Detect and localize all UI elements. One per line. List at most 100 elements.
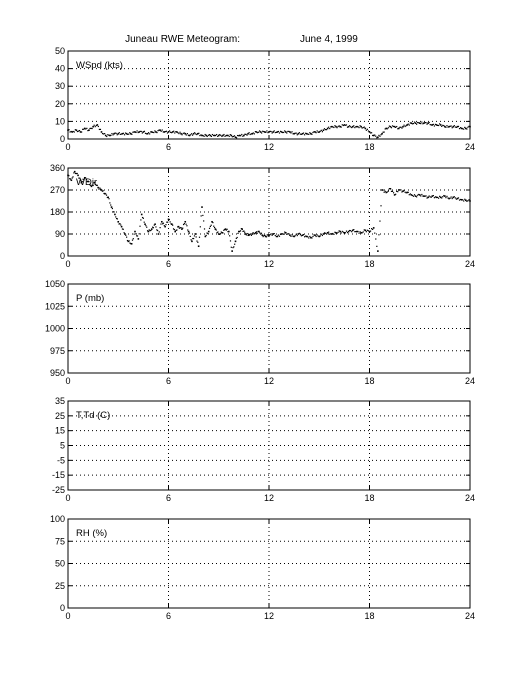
data-point [414,122,417,124]
data-point [311,237,313,239]
data-point [291,131,293,133]
data-point [233,246,235,248]
data-point [221,231,223,234]
data-point [380,134,382,136]
data-point [193,235,196,237]
data-point [101,133,104,135]
data-point [133,131,135,133]
data-point [99,187,101,189]
data-point [332,126,334,128]
data-point [118,223,120,225]
data-point [200,215,202,217]
data-point [136,235,139,237]
data-point [204,235,207,238]
data-point [266,130,268,132]
x-tick-label: 18 [364,376,374,386]
data-point [318,235,321,238]
data-point [71,177,73,179]
data-point [403,124,405,126]
data-point [436,196,439,199]
data-point [235,237,237,240]
data-point [113,211,115,213]
data-point [416,196,418,198]
data-point [355,126,357,128]
data-point [326,231,329,234]
data-point [450,125,452,127]
data-point [250,133,252,135]
data-point [401,191,403,193]
data-point [387,190,389,192]
data-point [115,217,118,220]
data-point [155,226,157,228]
data-point [255,231,258,233]
data-point [392,192,395,194]
data-point [112,211,114,213]
data-point [410,194,413,196]
data-point [305,235,308,238]
data-point [257,131,260,133]
data-point [229,235,231,237]
data-point [202,214,204,217]
data-point [366,229,369,231]
data-point [97,125,99,128]
data-point [131,133,133,135]
data-point [198,236,201,238]
data-point [297,132,300,135]
data-point [123,232,125,234]
data-point [124,233,126,235]
data-point [287,233,289,235]
data-point [273,232,275,235]
data-point [74,172,77,175]
data-point [87,180,89,183]
data-point [182,132,184,135]
data-point [406,191,408,194]
x-tick-label: 18 [364,493,374,503]
data-point [390,127,393,129]
data-point [136,235,138,237]
data-point [207,134,209,137]
data-point [79,131,82,133]
data-point [96,124,99,126]
data-point [259,232,261,234]
data-point [109,134,111,137]
data-point [110,204,112,206]
data-point [385,127,388,130]
data-point [291,234,293,236]
data-point [173,228,175,231]
data-point [353,229,355,231]
data-point [256,232,258,234]
data-point [424,121,426,124]
data-point [88,181,90,183]
data-point [248,132,250,134]
data-point [331,125,333,128]
data-point [442,196,444,198]
data-point [328,231,330,233]
data-point [143,130,146,132]
panel-0: 0 6 12 18 24 0 10 20 30 40 50 WSpd (kts) [55,46,475,152]
data-point [432,194,434,197]
data-point [115,132,117,134]
data-point [401,127,403,129]
data-point [252,232,254,234]
data-point [110,206,113,208]
x-tick-label: 24 [465,493,475,503]
data-point [166,132,169,134]
data-point [212,134,215,137]
data-point [176,131,178,133]
data-point [364,229,367,232]
data-point [287,130,289,133]
data-point [358,126,360,129]
data-point [393,125,396,128]
data-point [290,235,292,237]
data-point [296,234,298,237]
data-point [242,135,244,137]
data-point [361,127,363,129]
data-point [454,197,456,199]
data-point [184,132,187,135]
data-point [346,232,349,234]
data-point [351,229,354,232]
data-point [159,227,161,229]
data-point [155,131,157,133]
data-point [410,122,413,124]
x-tick-label: 0 [65,611,70,621]
